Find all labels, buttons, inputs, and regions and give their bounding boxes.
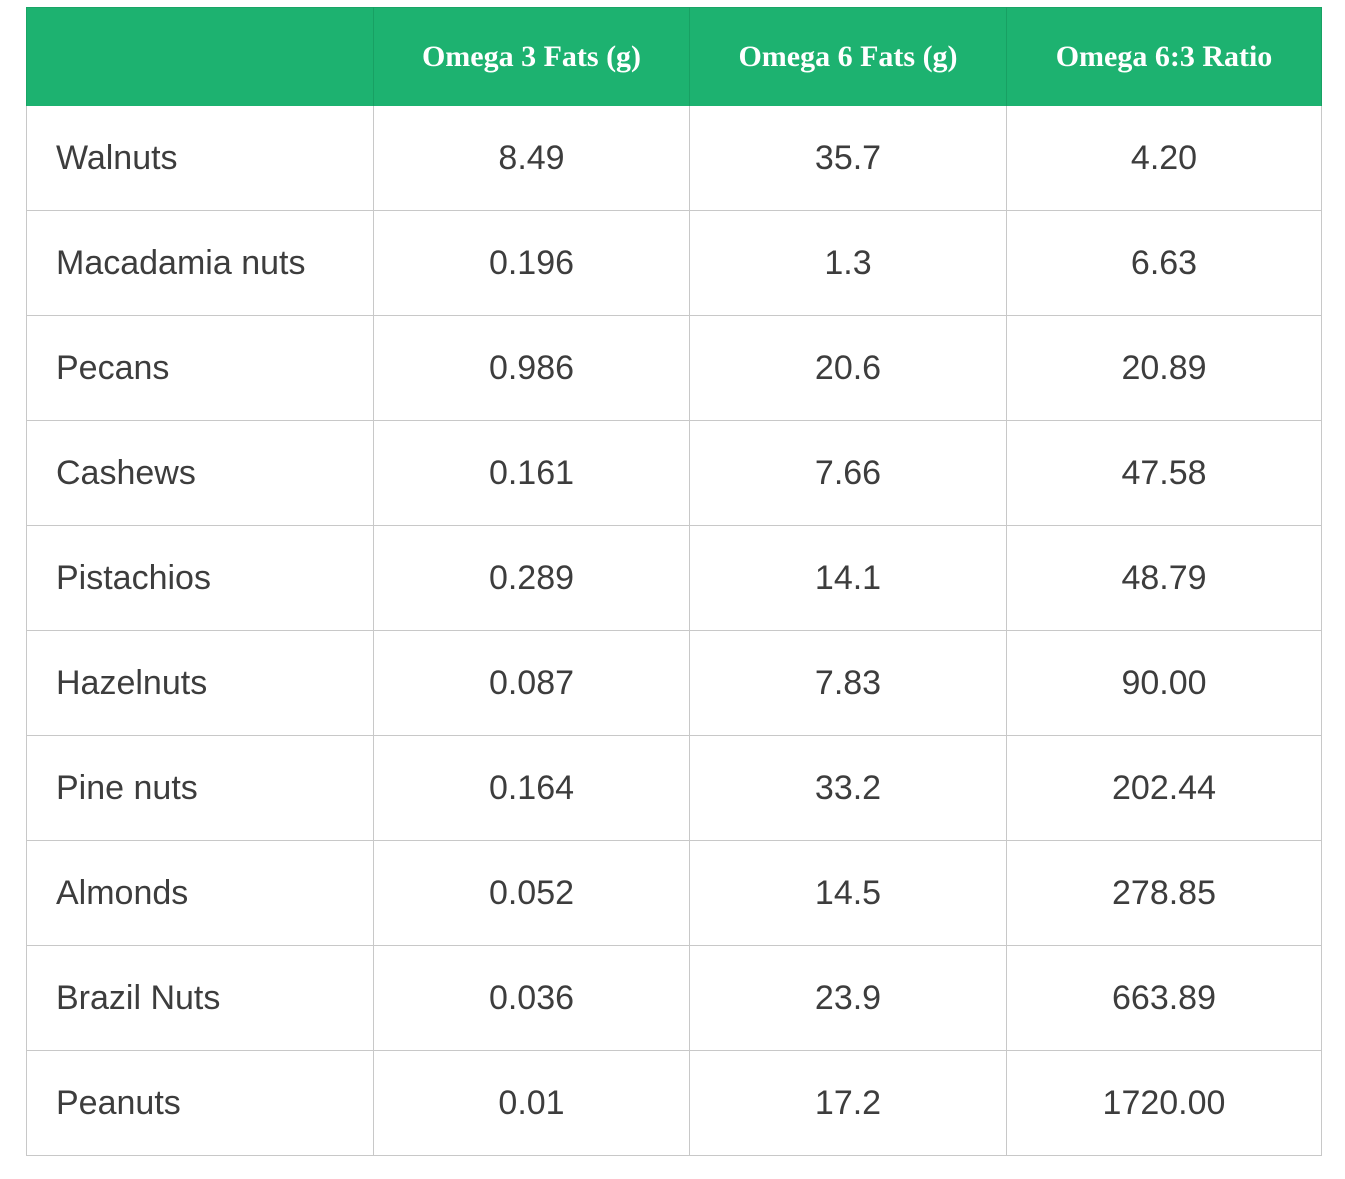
table-row: Pine nuts 0.164 33.2 202.44 (26, 735, 1322, 841)
table-row: Cashews 0.161 7.66 47.58 (26, 420, 1322, 526)
nut-name-cell: Macadamia nuts (26, 210, 374, 316)
omega3-cell: 0.196 (373, 210, 690, 316)
omega3-cell: 8.49 (373, 106, 690, 211)
table-header: Omega 3 Fats (g) Omega 6 Fats (g) Omega … (26, 7, 1322, 106)
omega6-cell: 14.5 (689, 840, 1007, 946)
nut-name-cell: Brazil Nuts (26, 945, 374, 1051)
table-row: Almonds 0.052 14.5 278.85 (26, 840, 1322, 946)
table-row: Brazil Nuts 0.036 23.9 663.89 (26, 945, 1322, 1051)
omega6-cell: 14.1 (689, 525, 1007, 631)
header-nut-column (26, 7, 374, 106)
ratio-cell: 1720.00 (1006, 1050, 1322, 1156)
ratio-cell: 278.85 (1006, 840, 1322, 946)
nut-name-cell: Hazelnuts (26, 630, 374, 736)
omega6-cell: 17.2 (689, 1050, 1007, 1156)
nut-name-cell: Almonds (26, 840, 374, 946)
omega3-cell: 0.289 (373, 525, 690, 631)
header-ratio: Omega 6:3 Ratio (1006, 7, 1322, 106)
ratio-cell: 90.00 (1006, 630, 1322, 736)
omega3-cell: 0.164 (373, 735, 690, 841)
omega6-cell: 7.66 (689, 420, 1007, 526)
table-row: Walnuts 8.49 35.7 4.20 (26, 106, 1322, 211)
omega3-cell: 0.01 (373, 1050, 690, 1156)
ratio-cell: 47.58 (1006, 420, 1322, 526)
omega3-cell: 0.036 (373, 945, 690, 1051)
ratio-cell: 48.79 (1006, 525, 1322, 631)
ratio-cell: 6.63 (1006, 210, 1322, 316)
nut-name-cell: Peanuts (26, 1050, 374, 1156)
header-omega3: Omega 3 Fats (g) (373, 7, 690, 106)
nut-name-cell: Pistachios (26, 525, 374, 631)
omega6-cell: 20.6 (689, 315, 1007, 421)
omega6-cell: 1.3 (689, 210, 1007, 316)
table-row: Hazelnuts 0.087 7.83 90.00 (26, 630, 1322, 736)
table-row: Macadamia nuts 0.196 1.3 6.63 (26, 210, 1322, 316)
omega6-cell: 33.2 (689, 735, 1007, 841)
ratio-cell: 202.44 (1006, 735, 1322, 841)
omega6-cell: 35.7 (689, 106, 1007, 211)
table-row: Pistachios 0.289 14.1 48.79 (26, 525, 1322, 631)
omega6-cell: 23.9 (689, 945, 1007, 1051)
nut-name-cell: Pine nuts (26, 735, 374, 841)
ratio-cell: 4.20 (1006, 106, 1322, 211)
omega3-cell: 0.986 (373, 315, 690, 421)
nut-name-cell: Pecans (26, 315, 374, 421)
table-row: Pecans 0.986 20.6 20.89 (26, 315, 1322, 421)
omega-fats-table: Omega 3 Fats (g) Omega 6 Fats (g) Omega … (26, 7, 1322, 1156)
table-row: Peanuts 0.01 17.2 1720.00 (26, 1050, 1322, 1156)
omega3-cell: 0.161 (373, 420, 690, 526)
nut-name-cell: Walnuts (26, 106, 374, 211)
omega3-cell: 0.052 (373, 840, 690, 946)
header-omega6: Omega 6 Fats (g) (689, 7, 1007, 106)
ratio-cell: 20.89 (1006, 315, 1322, 421)
header-row: Omega 3 Fats (g) Omega 6 Fats (g) Omega … (26, 7, 1322, 106)
nut-name-cell: Cashews (26, 420, 374, 526)
ratio-cell: 663.89 (1006, 945, 1322, 1051)
table-body: Walnuts 8.49 35.7 4.20 Macadamia nuts 0.196 1.… (26, 106, 1322, 1156)
omega6-cell: 7.83 (689, 630, 1007, 736)
omega3-cell: 0.087 (373, 630, 690, 736)
